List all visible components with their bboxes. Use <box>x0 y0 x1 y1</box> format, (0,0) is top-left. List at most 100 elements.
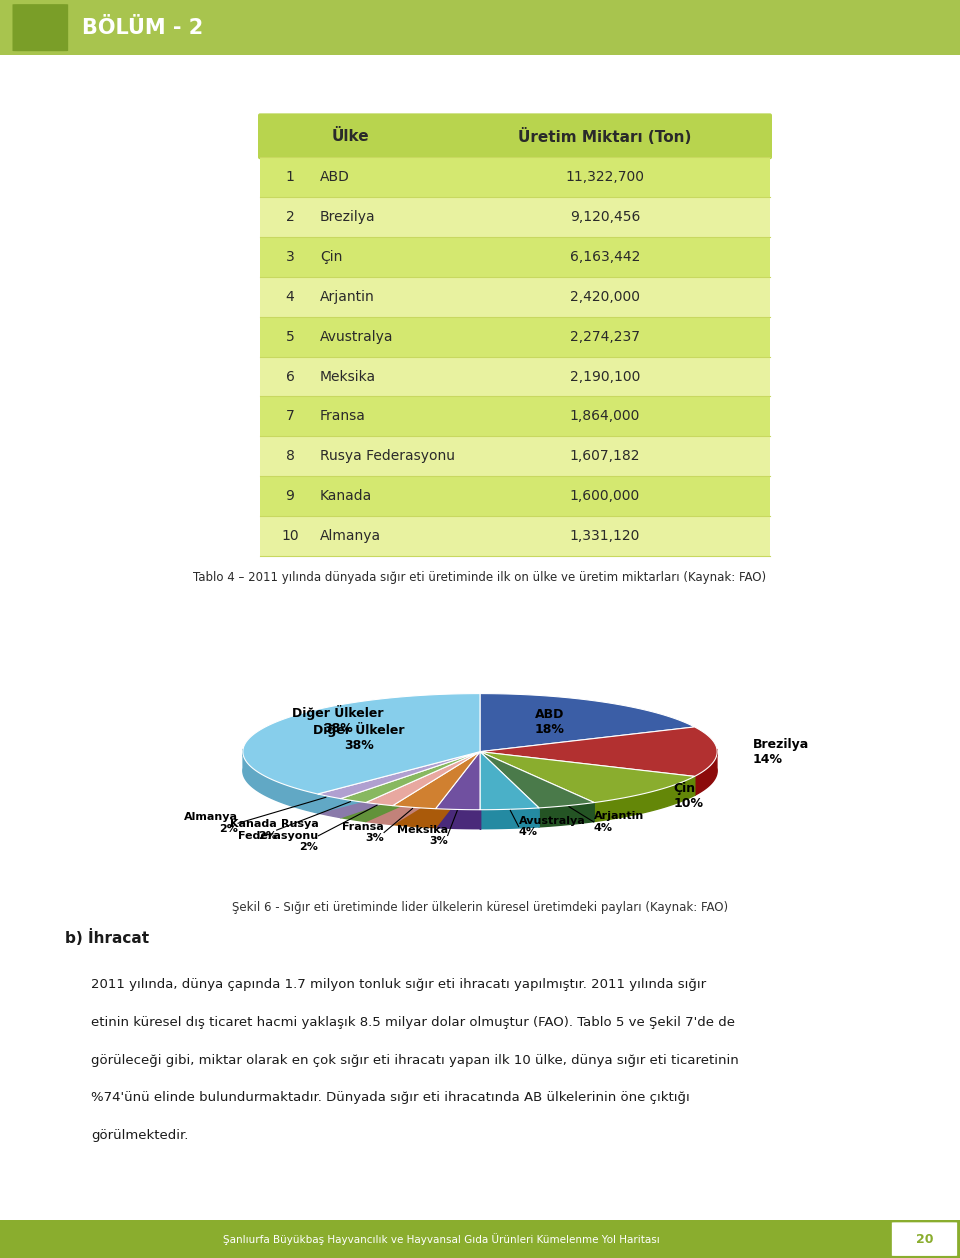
Polygon shape <box>480 751 539 827</box>
Text: Avustralya: Avustralya <box>320 330 394 343</box>
Text: 8: 8 <box>285 449 295 463</box>
Text: 6: 6 <box>285 370 295 384</box>
Bar <box>260 477 770 516</box>
Text: 6,163,442: 6,163,442 <box>570 250 640 264</box>
Polygon shape <box>695 749 717 795</box>
Bar <box>260 237 770 277</box>
Bar <box>260 356 770 396</box>
Polygon shape <box>366 751 480 805</box>
Text: Rusya
Federasyonu
2%: Rusya Federasyonu 2% <box>238 819 319 853</box>
Text: 9,120,456: 9,120,456 <box>570 210 640 224</box>
Polygon shape <box>341 751 480 818</box>
Text: 4: 4 <box>286 289 295 303</box>
Text: Ülke: Ülke <box>331 128 369 143</box>
Polygon shape <box>318 794 341 818</box>
Polygon shape <box>436 751 480 828</box>
Text: ABD: ABD <box>320 170 349 184</box>
Text: 2,274,237: 2,274,237 <box>570 330 640 343</box>
FancyBboxPatch shape <box>258 113 772 160</box>
Text: 2,420,000: 2,420,000 <box>570 289 640 303</box>
Text: 9: 9 <box>285 489 295 503</box>
Text: Avustralya
4%: Avustralya 4% <box>518 815 586 838</box>
Text: 2,190,100: 2,190,100 <box>570 370 640 384</box>
Polygon shape <box>393 751 480 809</box>
Text: Brezilya: Brezilya <box>320 210 375 224</box>
Bar <box>260 516 770 556</box>
Polygon shape <box>366 751 480 821</box>
Text: 2011 yılında, dünya çapında 1.7 milyon tonluk sığır eti ihracatı yapılmıştır. 20: 2011 yılında, dünya çapında 1.7 milyon t… <box>91 977 707 991</box>
Text: %74'ünü elinde bulundurmaktadır. Dünyada sığır eti ihracatında AB ülkelerinin ön: %74'ünü elinde bulundurmaktadır. Dünyada… <box>91 1092 690 1105</box>
Polygon shape <box>480 751 695 795</box>
Polygon shape <box>480 751 539 827</box>
Polygon shape <box>341 799 366 821</box>
Text: Arjantin
4%: Arjantin 4% <box>593 811 644 833</box>
Polygon shape <box>594 776 695 821</box>
Text: Şanlıurfa Büyükbaş Hayvancılık ve Hayvansal Gıda Ürünleri Kümelenme Yol Haritası: Şanlıurfa Büyükbaş Hayvancılık ve Hayvan… <box>224 1233 660 1245</box>
Text: 3: 3 <box>286 250 295 264</box>
Bar <box>260 437 770 477</box>
Text: 1: 1 <box>285 170 295 184</box>
Text: Fransa: Fransa <box>320 409 366 424</box>
Polygon shape <box>341 751 480 818</box>
Text: 11,322,700: 11,322,700 <box>565 170 644 184</box>
Polygon shape <box>480 693 695 751</box>
Polygon shape <box>480 751 594 821</box>
FancyBboxPatch shape <box>12 4 68 52</box>
Text: 1,607,182: 1,607,182 <box>569 449 640 463</box>
Text: Kanada: Kanada <box>320 489 372 503</box>
Text: Diğer Ülkeler
38%: Diğer Ülkeler 38% <box>292 704 383 735</box>
Text: Tablo 4 – 2011 yılında dünyada sığır eti üretiminde ilk on ülke ve üretim miktar: Tablo 4 – 2011 yılında dünyada sığır eti… <box>193 571 767 584</box>
FancyBboxPatch shape <box>892 1223 957 1255</box>
Text: Meksika
3%: Meksika 3% <box>396 825 447 847</box>
Text: 5: 5 <box>286 330 295 343</box>
Text: Brezilya
14%: Brezilya 14% <box>753 737 809 766</box>
Text: Kanada
2%: Kanada 2% <box>229 819 276 840</box>
Text: görülmektedir.: görülmektedir. <box>91 1130 188 1142</box>
Text: 10: 10 <box>281 530 299 543</box>
Text: Almanya
2%: Almanya 2% <box>184 813 238 834</box>
Polygon shape <box>366 751 480 821</box>
Text: Meksika: Meksika <box>320 370 376 384</box>
Polygon shape <box>480 808 539 829</box>
Polygon shape <box>436 809 480 829</box>
Text: Fransa
3%: Fransa 3% <box>343 821 384 843</box>
Polygon shape <box>480 751 539 810</box>
Polygon shape <box>480 751 695 803</box>
Bar <box>260 157 770 198</box>
Polygon shape <box>318 751 480 813</box>
Polygon shape <box>539 803 594 827</box>
Bar <box>260 198 770 237</box>
Text: 2: 2 <box>286 210 295 224</box>
Text: 1,600,000: 1,600,000 <box>570 489 640 503</box>
Text: Çin: Çin <box>320 250 343 264</box>
Text: Diğer Ülkeler
38%: Diğer Ülkeler 38% <box>313 722 404 752</box>
Text: b) İhracat: b) İhracat <box>65 930 150 946</box>
Text: Çin
10%: Çin 10% <box>674 782 704 810</box>
Polygon shape <box>243 749 318 813</box>
Polygon shape <box>480 751 594 808</box>
Text: görüleceği gibi, miktar olarak en çok sığır eti ihracatı yapan ilk 10 ülke, düny: görüleceği gibi, miktar olarak en çok sı… <box>91 1054 739 1067</box>
Text: 1,331,120: 1,331,120 <box>570 530 640 543</box>
Text: Rusya Federasyonu: Rusya Federasyonu <box>320 449 455 463</box>
Polygon shape <box>318 751 480 813</box>
Text: ABD
18%: ABD 18% <box>535 707 564 736</box>
Polygon shape <box>341 751 480 803</box>
Text: Şekil 6 - Sığır eti üretiminde lider ülkelerin küresel üretimdeki payları (Kayna: Şekil 6 - Sığır eti üretiminde lider ülk… <box>232 901 728 913</box>
Polygon shape <box>480 727 717 776</box>
Bar <box>260 277 770 317</box>
Text: 1,864,000: 1,864,000 <box>570 409 640 424</box>
Polygon shape <box>480 751 695 795</box>
Bar <box>260 317 770 356</box>
Text: Almanya: Almanya <box>320 530 381 543</box>
Polygon shape <box>436 751 480 828</box>
Polygon shape <box>436 751 480 810</box>
Polygon shape <box>366 803 393 825</box>
Polygon shape <box>480 751 594 821</box>
Bar <box>260 396 770 437</box>
Polygon shape <box>243 693 480 794</box>
Text: 20: 20 <box>916 1233 933 1245</box>
Text: etinin küresel dış ticaret hacmi yaklaşık 8.5 milyar dolar olmuştur (FAO). Tablo: etinin küresel dış ticaret hacmi yaklaşı… <box>91 1015 735 1029</box>
Text: 7: 7 <box>286 409 295 424</box>
Polygon shape <box>318 751 480 799</box>
Text: Üretim Miktarı (Ton): Üretim Miktarı (Ton) <box>518 128 692 145</box>
